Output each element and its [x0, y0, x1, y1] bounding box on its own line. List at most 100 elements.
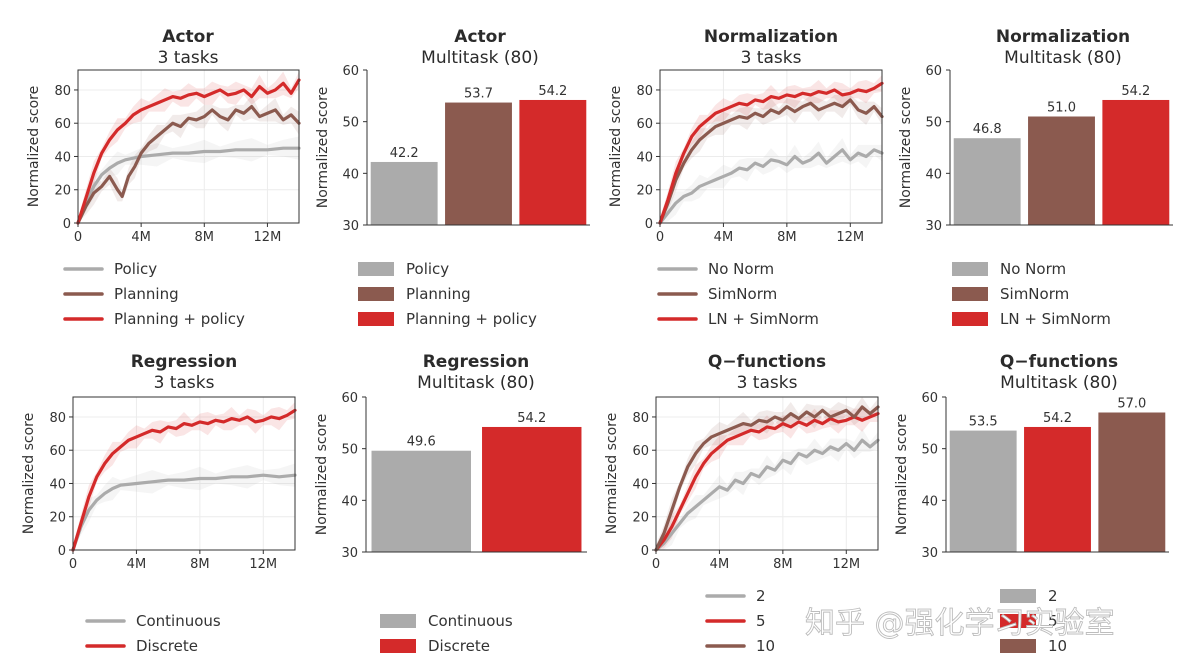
y-tick-label: 40 [342, 167, 359, 182]
plot-frame [77, 69, 300, 224]
bar-Discrete [482, 426, 582, 552]
bar-Planning [445, 102, 512, 225]
plot-frame [72, 396, 296, 551]
y-tick-label: 50 [341, 443, 358, 458]
y-tick-label: 50 [921, 443, 938, 458]
bar-Planning + policy [519, 99, 587, 225]
legend-label: Planning [114, 285, 179, 303]
bar-value-label: 51.0 [1047, 101, 1076, 116]
legend-label: Discrete [428, 637, 490, 655]
bar-value-label: 57.0 [1117, 397, 1146, 412]
series-line-Continuous [71, 473, 297, 552]
legend-patch-LN + SimNorm [952, 312, 988, 326]
plot-frame [659, 69, 883, 224]
bar-2 [949, 430, 1017, 552]
y-axis-label: Normalized score [894, 414, 910, 535]
series-line-Planning + policy [76, 78, 301, 225]
legend-label: Discrete [136, 637, 198, 655]
bar-Continuous [371, 450, 471, 552]
legend-patch-Continuous [380, 614, 416, 628]
x-tick-label: 12M [254, 230, 282, 245]
y-tick-label: 30 [921, 546, 938, 561]
x-tick-label: 0 [69, 557, 77, 572]
legend-label: No Norm [1000, 260, 1066, 278]
legend-patch-10 [1000, 639, 1036, 653]
series-line-2 [654, 438, 880, 552]
y-tick-label: 40 [636, 150, 653, 165]
bar-value-label: 54.2 [1121, 84, 1150, 99]
x-tick-label: 4M [710, 557, 730, 572]
y-tick-label: 20 [54, 184, 71, 199]
bar-5 [1024, 426, 1091, 552]
bar-10 [1098, 412, 1166, 552]
y-axis-label: Normalized score [314, 414, 330, 535]
chart-title: Actor [454, 27, 506, 47]
legend-patch-5 [1000, 614, 1036, 628]
legend-label: Continuous [428, 612, 513, 630]
legend-label: Policy [406, 260, 449, 278]
y-axis-label: Normalized score [315, 87, 331, 208]
legend-label: 2 [1048, 587, 1058, 605]
chart-title: Regression [131, 352, 238, 372]
bar-value-label: 54.2 [517, 411, 546, 426]
legend-label: Policy [114, 260, 157, 278]
series-line-Planning [76, 104, 301, 225]
legend-patch-No Norm [952, 262, 988, 276]
y-tick-label: 60 [49, 444, 66, 459]
x-tick-label: 12M [836, 230, 864, 245]
chart-title: Actor [162, 27, 214, 47]
y-axis-label: Normalized score [26, 86, 42, 207]
y-tick-label: 20 [49, 511, 66, 526]
x-tick-label: 8M [773, 557, 793, 572]
x-tick-label: 12M [832, 557, 860, 572]
x-tick-label: 4M [131, 230, 151, 245]
y-tick-label: 60 [921, 391, 938, 406]
bar-value-label: 54.2 [538, 84, 567, 99]
legend-label: LN + SimNorm [1000, 310, 1111, 328]
legend-patch-2 [1000, 589, 1036, 603]
y-tick-label: 80 [49, 411, 66, 426]
y-axis-label: Normalized score [608, 86, 624, 207]
series-band-Planning [78, 94, 299, 224]
bar-value-label: 49.6 [407, 435, 436, 450]
legend-label: Continuous [136, 612, 221, 630]
y-tick-label: 80 [54, 84, 71, 99]
bar-value-label: 53.5 [969, 415, 998, 430]
legend-label: SimNorm [708, 285, 777, 303]
bar-Policy [370, 161, 438, 225]
series-band-No Norm [660, 138, 882, 223]
plot-frame [655, 396, 879, 551]
y-tick-label: 40 [925, 167, 942, 182]
x-tick-label: 0 [652, 557, 660, 572]
y-tick-label: 50 [342, 116, 359, 131]
y-tick-label: 0 [645, 217, 653, 232]
watermark-text: 知乎 @强化学习实验室 [805, 606, 1115, 641]
bar-value-label: 54.2 [1043, 411, 1072, 426]
series-band-Planning + policy [78, 71, 299, 223]
y-tick-label: 40 [921, 494, 938, 509]
series-line-10 [654, 405, 880, 552]
chart-subtitle: Multitask (80) [417, 373, 535, 393]
bar-No Norm [953, 138, 1021, 225]
series-band-5 [656, 405, 878, 550]
chart-title: Q−functions [1000, 352, 1118, 372]
legend-label: Planning [406, 285, 471, 303]
chart-subtitle: 3 tasks [154, 373, 215, 393]
legend-patch-Planning [358, 287, 394, 301]
x-tick-label: 4M [127, 557, 147, 572]
chart-subtitle: Multitask (80) [1000, 373, 1118, 393]
y-tick-label: 60 [54, 117, 71, 132]
chart-title: Normalization [996, 27, 1130, 47]
legend-label: 10 [756, 637, 775, 655]
y-tick-label: 40 [632, 477, 649, 492]
chart-subtitle: Multitask (80) [1004, 48, 1122, 68]
series-line-Policy [76, 146, 301, 225]
legend-patch-Discrete [380, 639, 416, 653]
bar-LN + SimNorm [1102, 99, 1170, 225]
y-tick-label: 30 [341, 546, 358, 561]
chart-subtitle: 3 tasks [158, 48, 219, 68]
series-line-5 [654, 412, 880, 552]
